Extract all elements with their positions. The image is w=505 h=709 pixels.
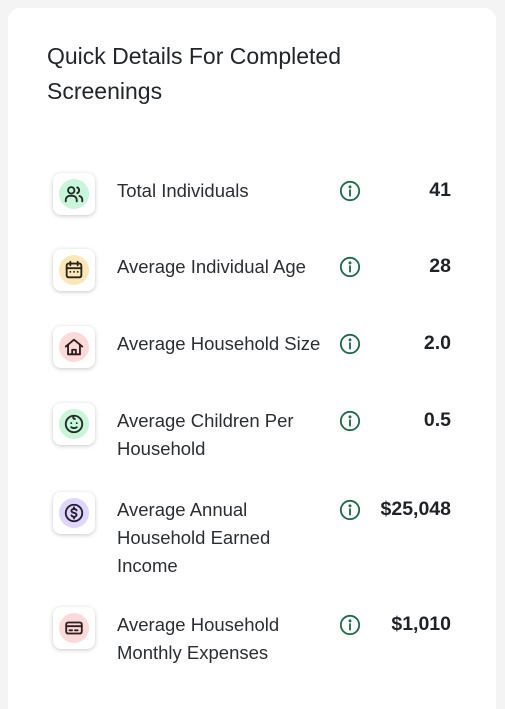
info-icon[interactable] bbox=[339, 256, 361, 278]
stat-icon-tile bbox=[53, 607, 95, 649]
info-icon[interactable] bbox=[339, 410, 361, 432]
house-icon bbox=[59, 332, 89, 362]
stat-icon-tile bbox=[53, 403, 95, 445]
stat-label: Average Annual Household Earned Income bbox=[117, 499, 271, 576]
stat-value: 28 bbox=[429, 255, 451, 277]
stat-label: Average Individual Age bbox=[117, 256, 306, 277]
credit-card-icon bbox=[59, 613, 89, 643]
stat-label: Average Household Size bbox=[117, 333, 321, 354]
people-icon bbox=[59, 179, 89, 209]
info-icon[interactable] bbox=[339, 333, 361, 355]
stat-icon-tile bbox=[53, 326, 95, 368]
stat-icon-tile bbox=[53, 492, 95, 534]
stat-label: Average Household Monthly Expenses bbox=[117, 614, 280, 663]
quick-details-card: Quick Details For Completed Screenings T… bbox=[8, 8, 496, 709]
stat-icon-tile bbox=[53, 249, 95, 291]
stat-value: 2.0 bbox=[423, 332, 451, 354]
child-face-icon bbox=[59, 409, 89, 439]
stat-value: 0.5 bbox=[423, 409, 451, 431]
card-title: Quick Details For Completed Screenings bbox=[47, 43, 341, 104]
stat-label: Total Individuals bbox=[117, 180, 249, 201]
stat-value: $1,010 bbox=[391, 613, 451, 635]
stat-label: Average Children Per Household bbox=[117, 410, 294, 459]
info-icon[interactable] bbox=[339, 499, 361, 521]
dollar-coin-icon bbox=[59, 498, 89, 528]
stat-value: 41 bbox=[429, 179, 451, 201]
info-icon[interactable] bbox=[339, 614, 361, 636]
stat-icon-tile bbox=[53, 173, 95, 215]
calendar-icon bbox=[59, 255, 89, 285]
stat-value: $25,048 bbox=[380, 498, 452, 520]
info-icon[interactable] bbox=[339, 180, 361, 202]
